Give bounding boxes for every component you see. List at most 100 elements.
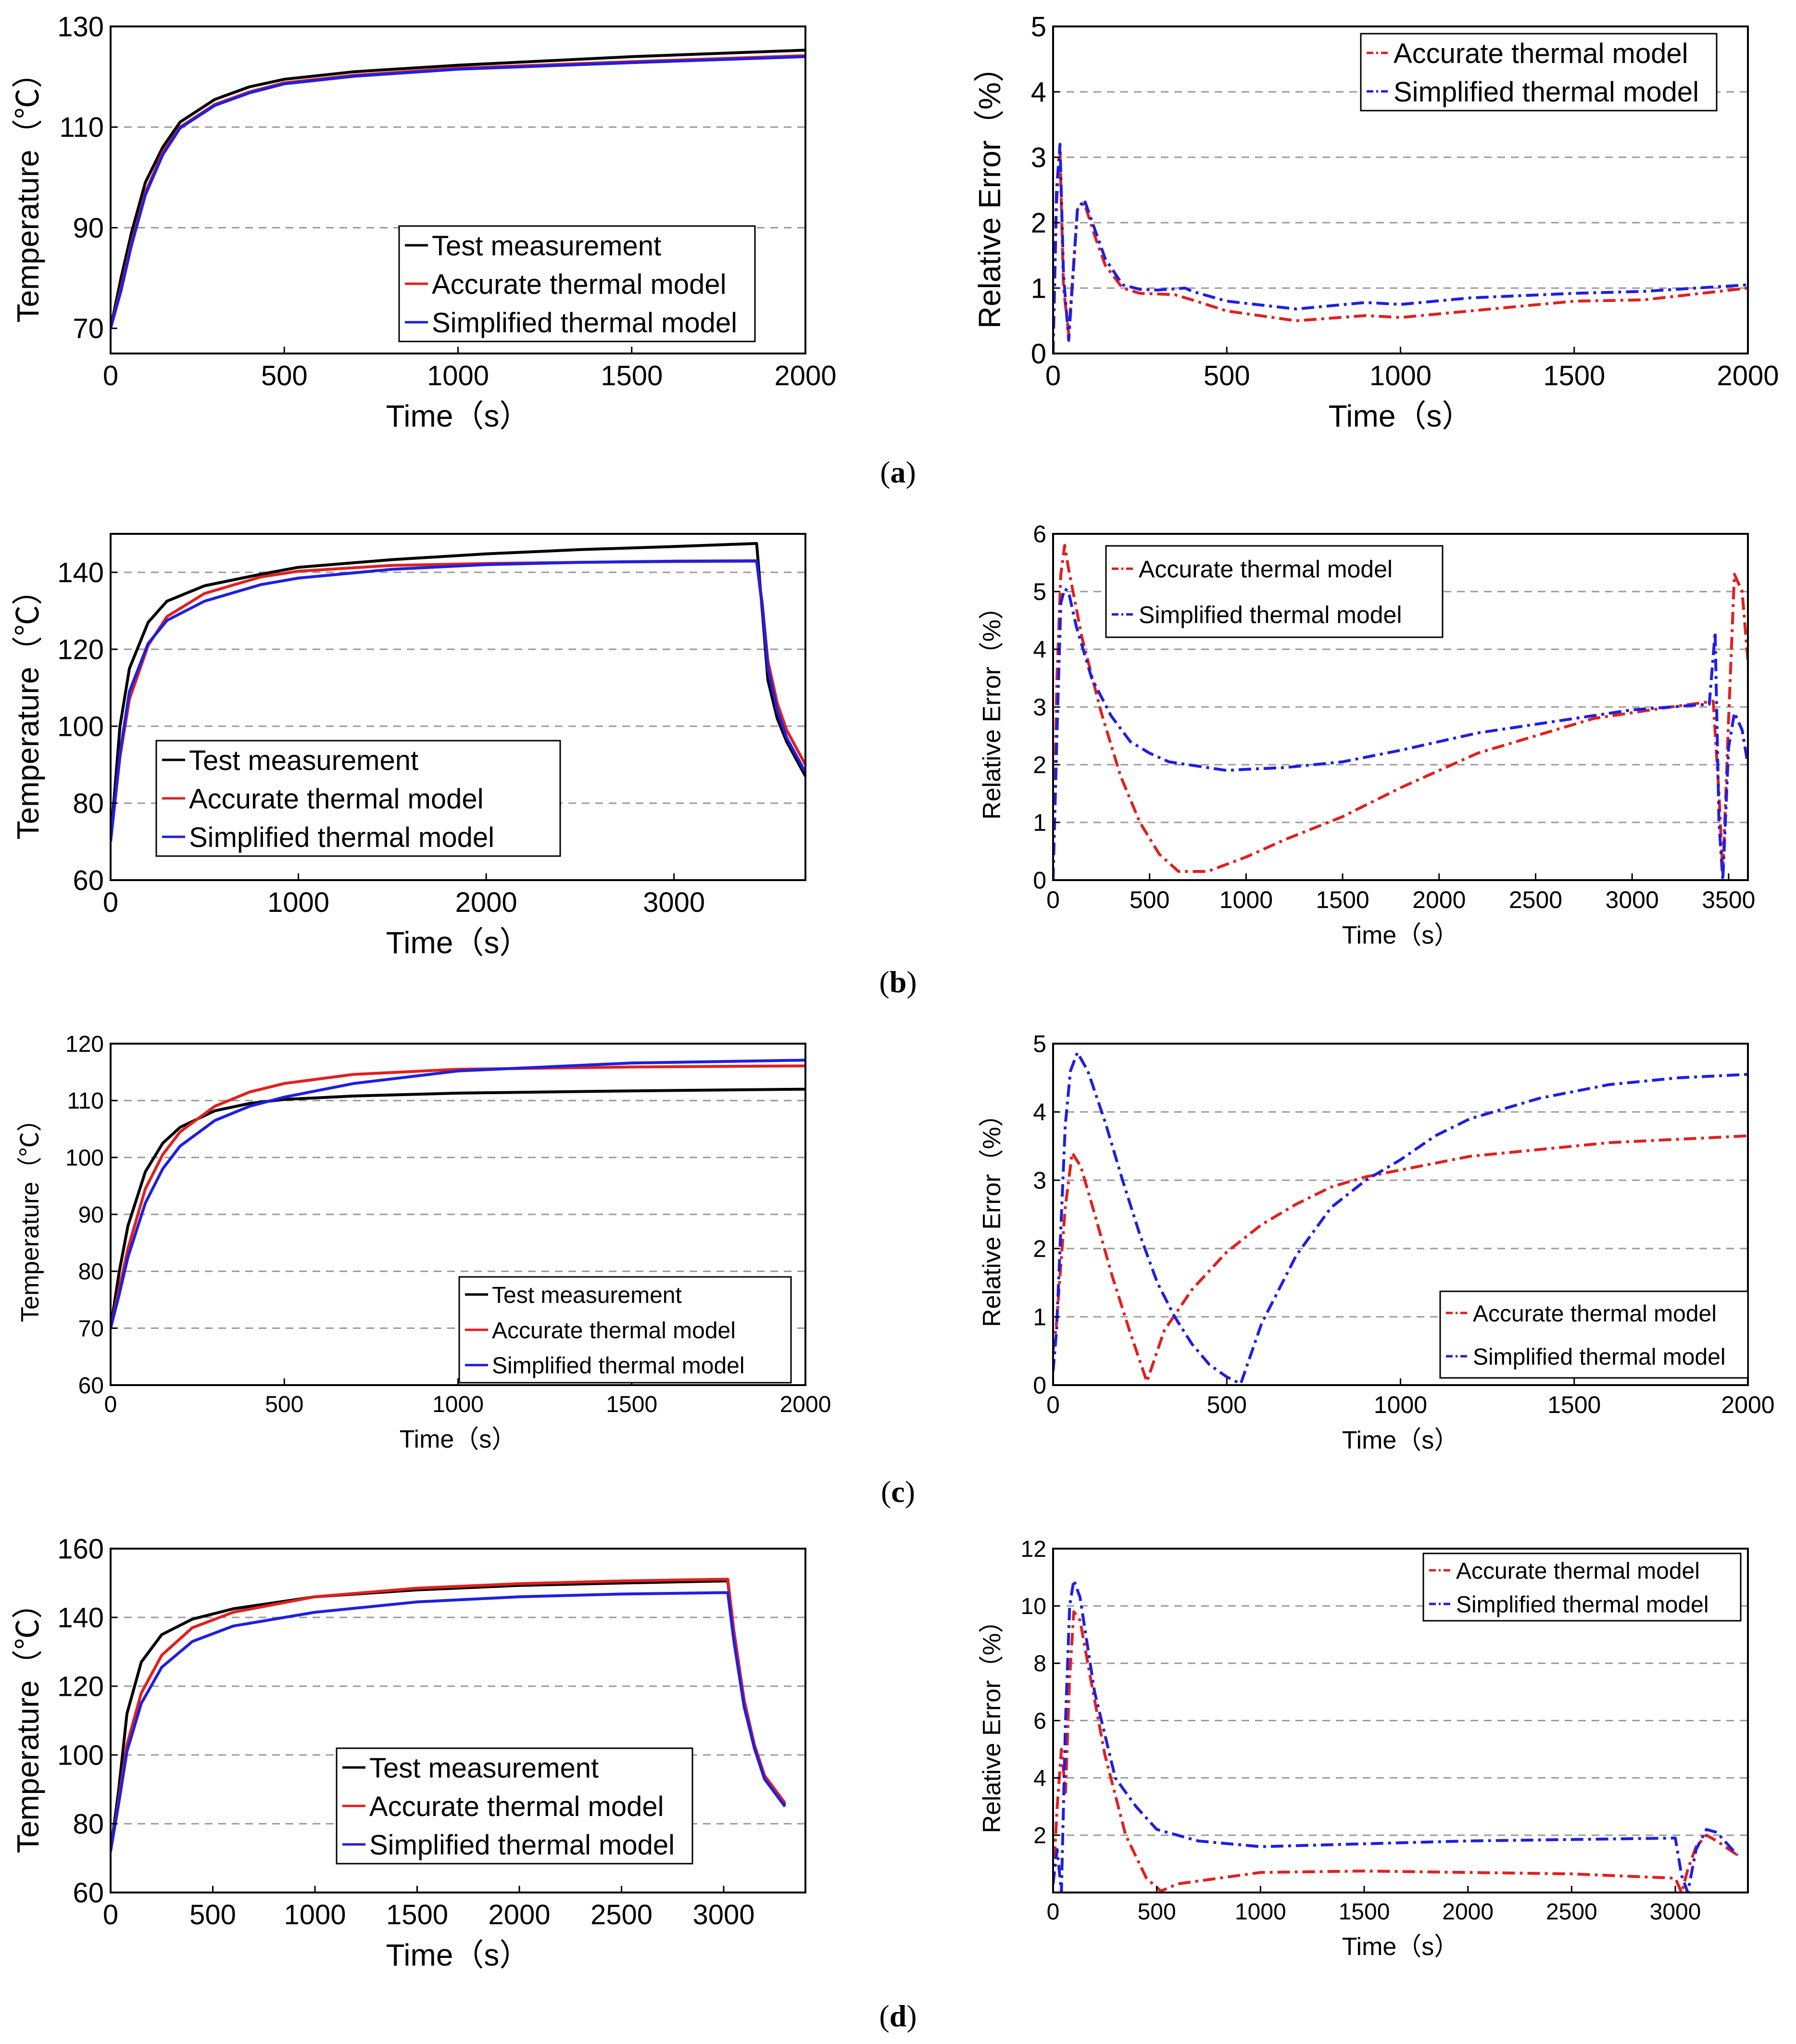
x-axis-label: Time（s） — [1342, 921, 1459, 949]
x-tick-label: 1500 — [606, 1392, 657, 1417]
series-line-2 — [111, 559, 805, 842]
legend: Accurate thermal model Simplified thermal… — [1105, 545, 1444, 638]
legend-entry: Test measurement — [432, 230, 661, 262]
x-tick-label: 0 — [103, 360, 118, 391]
series-line-1 — [1053, 1051, 1748, 1385]
x-tick-label: 1000 — [432, 1392, 484, 1417]
legend-entry: Simplified thermal model — [432, 307, 737, 339]
y-tick-label: 4 — [1033, 1099, 1046, 1126]
legend-entry: Simplified thermal model — [1139, 602, 1402, 629]
legend-box — [1105, 545, 1444, 638]
x-tick-label: 1000 — [427, 360, 489, 391]
y-tick-label: 0 — [1033, 867, 1046, 894]
x-tick-label: 3000 — [1650, 1899, 1701, 1925]
x-tick-label: 3000 — [1606, 886, 1659, 913]
x-tick-label: 1000 — [1369, 360, 1432, 391]
y-tick-label: 6 — [1033, 521, 1046, 548]
legend-box — [458, 1276, 792, 1384]
y-axis-label: Temperature（℃） — [11, 57, 45, 322]
y-axis-label: Relative Error（%） — [978, 1102, 1006, 1327]
y-tick-label: 140 — [57, 557, 104, 588]
legend-entry: Accurate thermal model — [369, 1791, 664, 1822]
y-tick-label: 0 — [1033, 1372, 1046, 1399]
chart-d-right: 0 500 1000 1500 2000 2500 3000 2 4 6 8 10 12 Time（s） R… — [978, 1537, 1749, 1961]
y-tick-label: 2 — [1033, 1236, 1046, 1262]
y-tick-label: 110 — [67, 1088, 104, 1114]
legend: Test measurement Accurate thermal model Si… — [458, 1276, 792, 1384]
y-tick-label: 110 — [60, 112, 104, 143]
y-tick-label: 80 — [78, 1259, 104, 1285]
caption-b: (b) — [879, 965, 917, 999]
y-tick-label: 2 — [1033, 1823, 1046, 1849]
chart-c-right: 0 500 1000 1500 2000 0 1 2 3 4 5 Time（s） Relative Er… — [978, 1031, 1775, 1455]
x-tick-label: 2000 — [455, 887, 517, 918]
series-line-2 — [111, 55, 805, 329]
x-axis-label: Time（s） — [386, 925, 530, 960]
y-tick-label: 100 — [65, 1145, 104, 1171]
y-tick-label: 1 — [1033, 1304, 1046, 1331]
y-axis-label: Relative Error（%） — [972, 51, 1007, 328]
series-line-1 — [111, 1577, 786, 1852]
x-tick-label: 500 — [265, 1392, 303, 1417]
x-tick-label: 2500 — [1546, 1899, 1597, 1925]
y-tick-label: 3 — [1033, 694, 1046, 721]
x-tick-label: 0 — [1045, 360, 1061, 391]
legend-entry: Accurate thermal model — [492, 1318, 736, 1343]
x-tick-label: 1500 — [1316, 886, 1369, 913]
y-tick-label: 70 — [73, 313, 104, 344]
x-tick-label: 1000 — [267, 887, 329, 918]
legend: Test measurement Accurate thermal model Si… — [155, 740, 561, 857]
y-tick-label: 60 — [73, 1877, 104, 1908]
chart-b-left: 0 1000 2000 3000 60 80 100 120 140 Time（s） Tempera… — [11, 533, 806, 960]
x-tick-label: 1500 — [601, 360, 663, 391]
y-tick-label: 4 — [1031, 76, 1046, 108]
series-line-1 — [111, 1064, 805, 1329]
x-tick-label: 0 — [104, 1392, 117, 1417]
series-line-0 — [111, 1087, 805, 1329]
x-tick-label: 2000 — [780, 1392, 831, 1417]
x-tick-label: 1500 — [1339, 1899, 1390, 1925]
x-tick-label: 500 — [189, 1899, 236, 1930]
y-tick-label: 130 — [57, 11, 104, 42]
x-tick-label: 2500 — [590, 1899, 653, 1930]
x-tick-label: 3500 — [1702, 886, 1755, 913]
series-line-1 — [1053, 142, 1748, 353]
x-tick-label: 1500 — [386, 1899, 448, 1930]
y-tick-label: 100 — [57, 1740, 104, 1771]
legend-entry: Accurate thermal model — [189, 783, 483, 815]
x-tick-label: 1500 — [1547, 1391, 1601, 1418]
series-line-1 — [1053, 1578, 1739, 1893]
y-tick-label: 3 — [1033, 1167, 1046, 1194]
legend-entry: Simplified thermal model — [492, 1353, 745, 1379]
legend-box — [155, 740, 561, 857]
y-tick-label: 120 — [65, 1032, 104, 1057]
legend-entry: Simplified thermal model — [1473, 1344, 1726, 1370]
legend-entry: Accurate thermal model — [1456, 1558, 1700, 1584]
x-tick-label: 2000 — [774, 360, 836, 391]
series-line-0 — [1053, 1134, 1748, 1383]
y-axis-label: Relative Error（%） — [978, 594, 1006, 820]
legend-entry: Accurate thermal model — [1139, 556, 1393, 583]
y-axis-label: Temperature（℃） — [11, 574, 45, 839]
legend-box — [398, 225, 756, 342]
legend-box — [1360, 33, 1718, 112]
legend-entry: Accurate thermal model — [1473, 1301, 1717, 1326]
legend-entry: Simplified thermal model — [189, 822, 494, 853]
legend-entry: Accurate thermal model — [1394, 38, 1688, 69]
y-tick-label: 10 — [1021, 1594, 1046, 1619]
y-tick-label: 5 — [1033, 1031, 1046, 1058]
y-tick-label: 8 — [1033, 1651, 1046, 1677]
y-tick-label: 60 — [73, 865, 104, 896]
y-tick-label: 6 — [1033, 1708, 1046, 1734]
x-tick-label: 0 — [1046, 1391, 1060, 1418]
y-tick-label: 70 — [78, 1316, 104, 1341]
y-tick-label: 4 — [1033, 1766, 1046, 1791]
y-tick-label: 120 — [57, 1671, 104, 1702]
y-tick-label: 120 — [57, 634, 104, 665]
caption-c: (c) — [880, 1475, 916, 1509]
x-tick-label: 3000 — [692, 1899, 754, 1930]
legend-box — [1422, 1552, 1742, 1622]
x-tick-label: 0 — [103, 1899, 118, 1930]
x-tick-label: 2000 — [488, 1899, 550, 1930]
